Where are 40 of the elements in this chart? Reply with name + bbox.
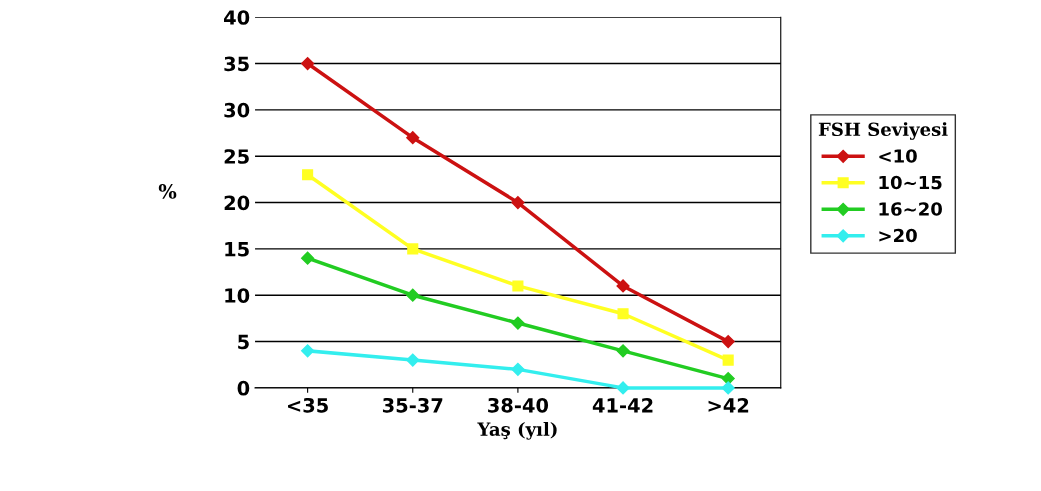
point [407,243,419,255]
legend-label: 10~15 [879,175,942,190]
legend-label: >20 [879,228,917,243]
point [406,353,420,367]
point [616,344,630,358]
y-tick-label: 30 [224,102,250,118]
point [617,308,629,320]
point [721,334,735,349]
point [616,381,630,395]
point [511,195,525,210]
y-tick-label: 10 [225,288,250,303]
point [301,344,315,358]
point [301,251,315,265]
point [616,279,630,293]
point [301,56,315,71]
y-tick-label: 35 [224,56,249,72]
x-tick-label: >42 [708,397,749,413]
x-tick-label: 38-40 [488,397,549,413]
x-tick-label: 35-37 [382,397,443,413]
point [721,381,735,395]
point [406,131,420,145]
point [406,288,420,302]
point [512,280,524,292]
x-tick-label: 41-42 [592,397,653,413]
x-axis-title: Yaş (yıl) [477,421,557,440]
y-tick-label: 20 [224,195,250,211]
y-tick-label: 25 [224,149,249,164]
point [302,169,314,181]
point [511,362,525,376]
y-tick-label: 5 [238,334,249,350]
legend-label: 16~20 [879,202,942,216]
point [722,354,734,366]
x-tick-label: <35 [288,397,328,413]
y-tick-label: 0 [237,380,250,396]
y-tick-label: 15 [225,242,249,257]
y-axis-title: % [158,184,177,199]
y-tick-label: 40 [224,10,250,25]
legend-title: FSH Seviyesi [818,122,948,140]
point [511,316,525,330]
legend-label: <10 [879,149,917,163]
